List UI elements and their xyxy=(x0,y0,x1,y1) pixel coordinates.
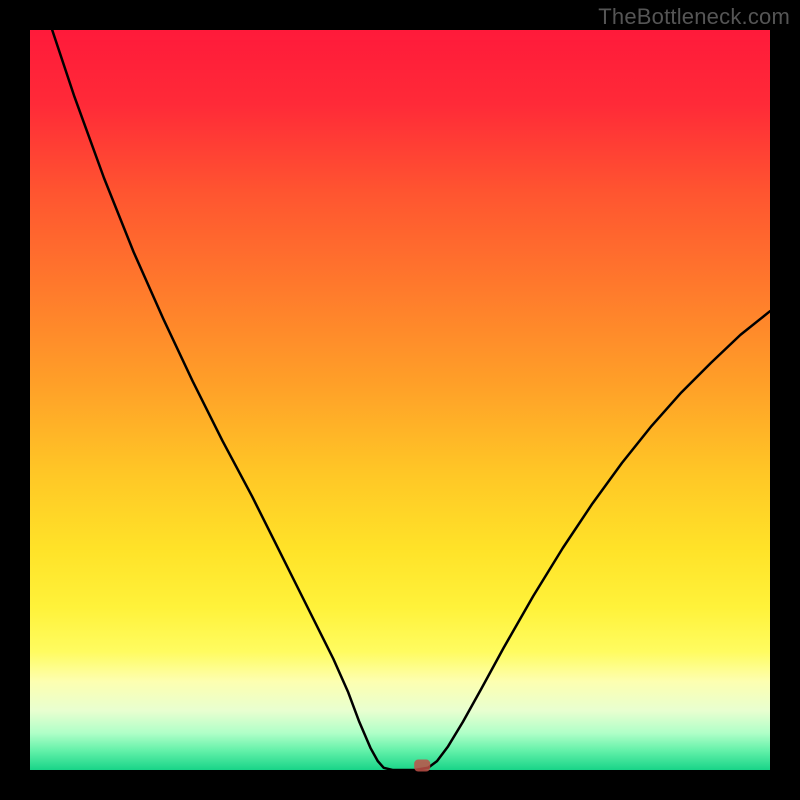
bottleneck-chart xyxy=(0,0,800,800)
watermark-text: TheBottleneck.com xyxy=(598,4,790,30)
chart-stage: TheBottleneck.com xyxy=(0,0,800,800)
optimum-marker xyxy=(414,760,430,772)
